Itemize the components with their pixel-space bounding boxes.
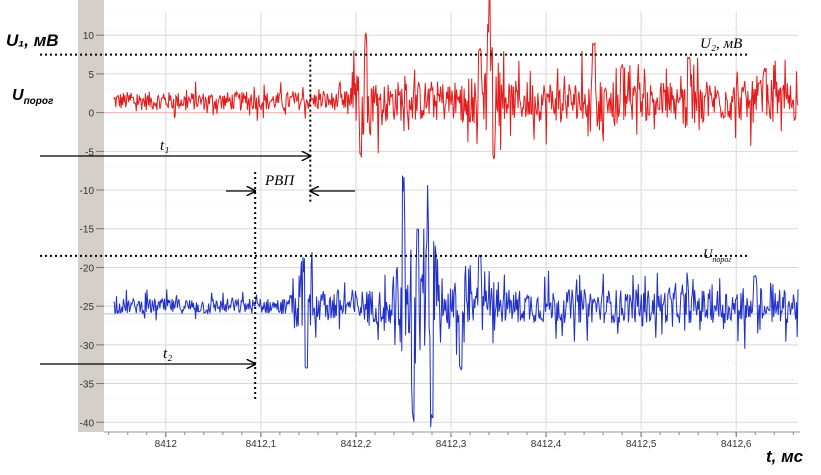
t1-label: t₁ [160, 138, 169, 154]
y-axis-strip [78, 0, 104, 432]
threshold-label-right: Uпорог [703, 246, 732, 264]
y-tick-label: -15 [80, 225, 95, 236]
x-tick-label: 8412,6 [721, 439, 752, 450]
series-line-red [113, 0, 799, 160]
y-tick-label: -35 [80, 380, 95, 391]
y-tick-label: -5 [85, 147, 94, 158]
u2-label: U₂, мВ [700, 36, 742, 52]
y-tick-label: -20 [80, 263, 95, 274]
y-tick-label: -40 [80, 418, 95, 429]
y-tick-label: -30 [80, 341, 95, 352]
threshold-label-left: Uпорог [12, 87, 54, 107]
rvp-label: РВП [264, 173, 295, 189]
y-tick-label: -25 [80, 302, 95, 313]
x-tick-label: 8412 [155, 439, 178, 450]
y-tick-label: -10 [80, 186, 95, 197]
x-tick-label: 8412,3 [436, 439, 467, 450]
x-tick-label: 8412,4 [531, 439, 562, 450]
x-axis-title: t, мс [766, 447, 804, 466]
x-tick-label: 8412,2 [341, 439, 372, 450]
series-line-blue [113, 175, 799, 428]
y-tick-label: 5 [88, 70, 94, 81]
y-axis-title: U₁, мВ [6, 31, 59, 50]
x-tick-label: 8412,1 [246, 439, 277, 450]
x-tick-label: 8412,5 [626, 439, 657, 450]
y-tick-label: 0 [88, 109, 94, 120]
y-tick-label: 10 [83, 31, 95, 42]
t2-label: t₂ [163, 346, 172, 362]
